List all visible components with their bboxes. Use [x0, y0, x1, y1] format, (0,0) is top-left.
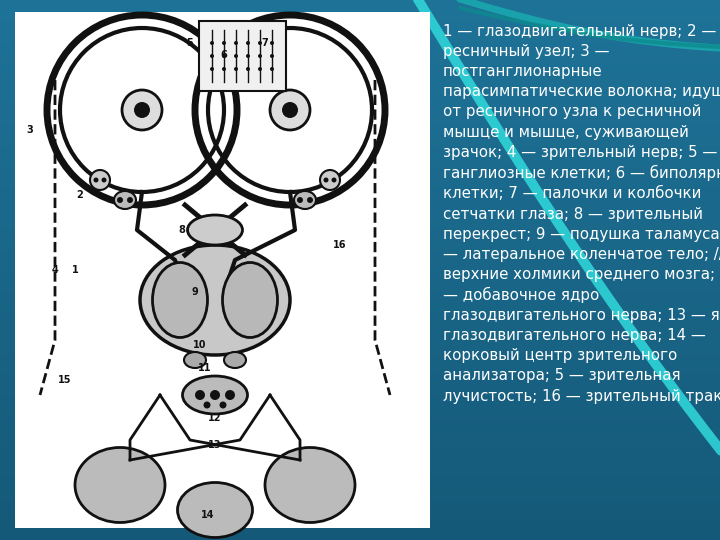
Ellipse shape: [184, 352, 206, 368]
Text: 11: 11: [198, 363, 212, 373]
Text: 8: 8: [179, 225, 186, 235]
Circle shape: [331, 178, 336, 183]
Text: 14: 14: [202, 510, 215, 520]
Circle shape: [246, 41, 250, 45]
Ellipse shape: [265, 448, 355, 523]
Circle shape: [258, 54, 262, 58]
Circle shape: [90, 170, 110, 190]
Circle shape: [220, 402, 227, 408]
Circle shape: [127, 197, 133, 203]
Circle shape: [246, 67, 250, 71]
Circle shape: [102, 178, 107, 183]
Text: 2: 2: [76, 190, 84, 200]
FancyBboxPatch shape: [15, 12, 430, 528]
Text: 5: 5: [186, 38, 194, 48]
Circle shape: [234, 67, 238, 71]
Circle shape: [195, 390, 205, 400]
Text: 7: 7: [261, 38, 269, 48]
Circle shape: [117, 197, 123, 203]
Ellipse shape: [75, 448, 165, 523]
Ellipse shape: [187, 215, 243, 245]
Circle shape: [222, 54, 226, 58]
Circle shape: [222, 41, 226, 45]
Circle shape: [134, 102, 150, 118]
Text: 6: 6: [220, 50, 228, 60]
Circle shape: [210, 41, 214, 45]
Circle shape: [234, 54, 238, 58]
Circle shape: [270, 54, 274, 58]
Text: 10: 10: [193, 340, 207, 350]
Text: 3: 3: [27, 125, 33, 135]
Ellipse shape: [224, 352, 246, 368]
Text: 13: 13: [208, 440, 222, 450]
Circle shape: [297, 197, 303, 203]
Circle shape: [270, 67, 274, 71]
Circle shape: [94, 178, 99, 183]
Circle shape: [122, 90, 162, 130]
Text: 15: 15: [58, 375, 72, 385]
Text: 9: 9: [192, 287, 199, 297]
Text: 1 — глазодвигательный нерв; 2 —
ресничный узел; 3 —
постганглионарные
парасимпат: 1 — глазодвигательный нерв; 2 — ресничны…: [443, 24, 720, 403]
Ellipse shape: [294, 191, 316, 209]
Circle shape: [225, 390, 235, 400]
Ellipse shape: [114, 191, 136, 209]
Text: 4: 4: [52, 265, 58, 275]
Ellipse shape: [178, 483, 253, 537]
Circle shape: [323, 178, 328, 183]
Circle shape: [210, 67, 214, 71]
Text: 1: 1: [71, 265, 78, 275]
Ellipse shape: [222, 262, 277, 338]
FancyBboxPatch shape: [199, 21, 286, 91]
Text: 16: 16: [333, 240, 347, 250]
Circle shape: [270, 90, 310, 130]
Circle shape: [270, 41, 274, 45]
Ellipse shape: [140, 245, 290, 355]
Circle shape: [222, 67, 226, 71]
Circle shape: [204, 402, 210, 408]
Ellipse shape: [153, 262, 207, 338]
Circle shape: [307, 197, 313, 203]
Circle shape: [258, 67, 262, 71]
Circle shape: [282, 102, 298, 118]
Circle shape: [210, 54, 214, 58]
Circle shape: [234, 41, 238, 45]
Circle shape: [320, 170, 340, 190]
Circle shape: [246, 54, 250, 58]
Circle shape: [210, 390, 220, 400]
Ellipse shape: [182, 376, 248, 414]
Circle shape: [258, 41, 262, 45]
Text: 12: 12: [208, 413, 222, 423]
